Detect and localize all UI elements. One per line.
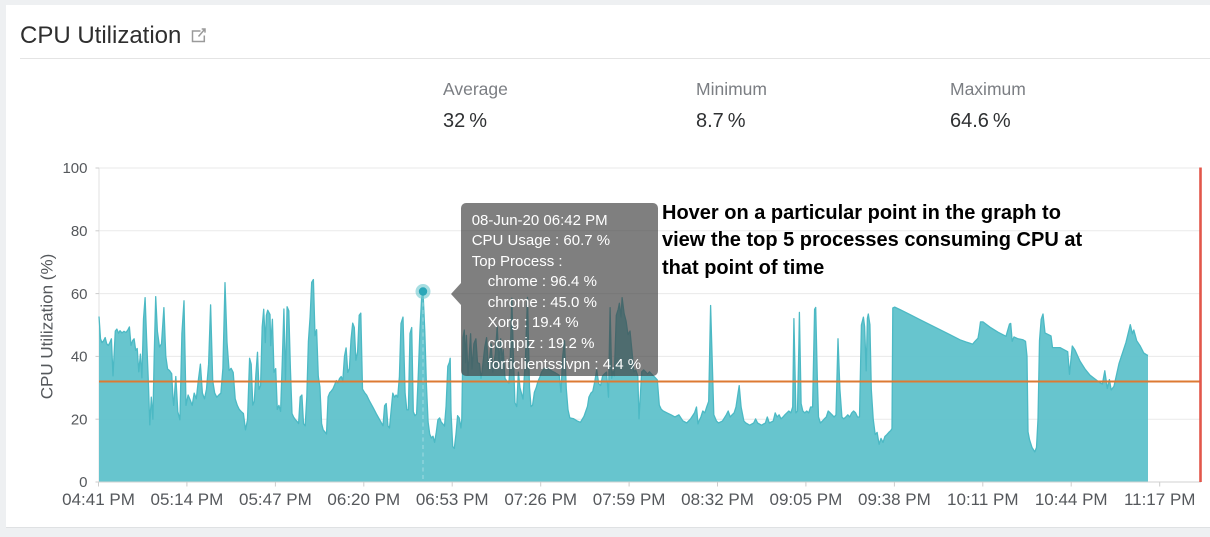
svg-text:08:32 PM: 08:32 PM — [681, 490, 754, 509]
svg-text:11:17 PM: 11:17 PM — [1124, 490, 1196, 509]
svg-text:07:59 PM: 07:59 PM — [593, 490, 666, 509]
svg-text:40: 40 — [71, 349, 88, 366]
svg-text:100: 100 — [62, 160, 87, 177]
svg-text:60: 60 — [71, 286, 88, 303]
svg-text:10:44 PM: 10:44 PM — [1035, 490, 1108, 509]
svg-text:10:11 PM: 10:11 PM — [947, 490, 1019, 509]
svg-text:07:26 PM: 07:26 PM — [504, 490, 577, 509]
svg-text:09:38 PM: 09:38 PM — [858, 490, 931, 509]
svg-text:80: 80 — [71, 223, 88, 240]
svg-text:0: 0 — [79, 474, 87, 491]
svg-text:06:53 PM: 06:53 PM — [416, 490, 489, 509]
svg-text:04:41 PM: 04:41 PM — [62, 490, 135, 509]
svg-text:20: 20 — [71, 411, 88, 428]
svg-text:06:20 PM: 06:20 PM — [327, 490, 400, 509]
svg-text:09:05 PM: 09:05 PM — [770, 490, 843, 509]
svg-text:05:47 PM: 05:47 PM — [239, 490, 312, 509]
svg-text:CPU Utilization (%): CPU Utilization (%) — [38, 254, 57, 399]
svg-text:05:14 PM: 05:14 PM — [151, 490, 224, 509]
